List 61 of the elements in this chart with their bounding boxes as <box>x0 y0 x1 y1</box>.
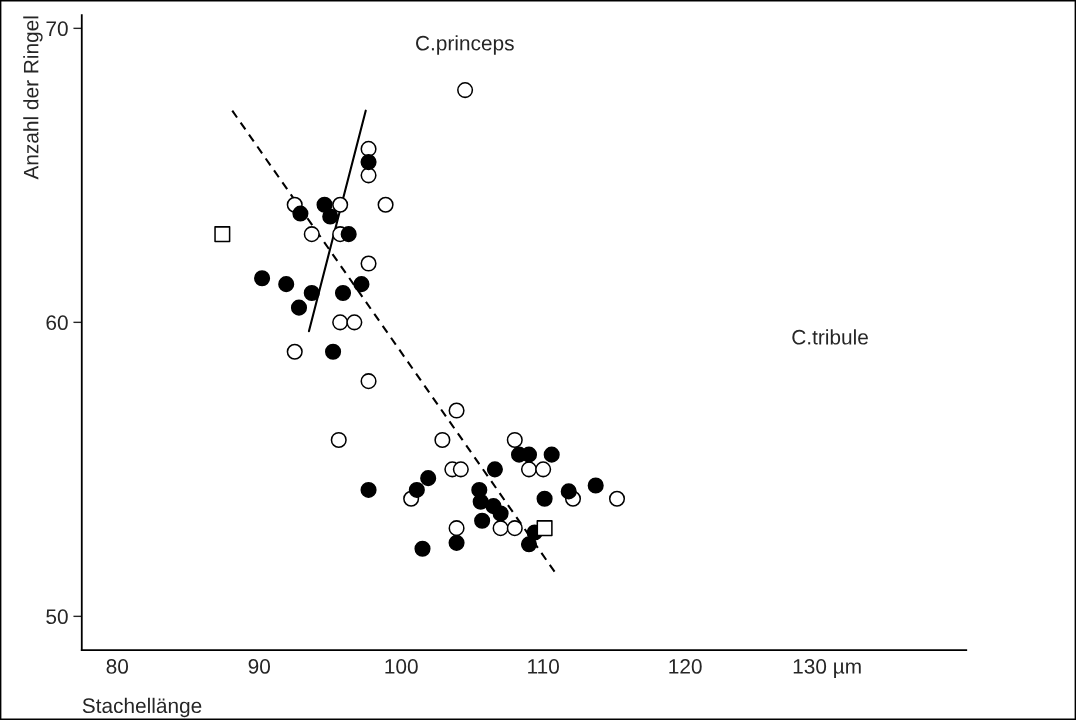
point <box>254 270 271 287</box>
point <box>346 314 363 331</box>
x-tick-label: 90 <box>248 659 271 674</box>
point <box>474 512 491 529</box>
point <box>452 461 469 478</box>
point <box>360 373 377 390</box>
point <box>360 255 377 272</box>
point <box>322 208 339 225</box>
point <box>560 483 577 500</box>
point <box>334 284 352 301</box>
point <box>377 196 394 213</box>
point <box>536 520 553 537</box>
point <box>536 490 553 507</box>
point <box>520 536 538 553</box>
x-axis-title: Stachellänge <box>82 697 202 718</box>
point <box>360 154 377 171</box>
point <box>353 276 370 293</box>
point <box>278 276 295 293</box>
point <box>330 431 347 448</box>
point <box>303 284 320 301</box>
point <box>448 402 465 419</box>
y-tick-label: 60 <box>46 315 68 331</box>
point <box>408 481 425 498</box>
point <box>286 343 303 360</box>
point <box>434 431 451 448</box>
point <box>608 490 626 507</box>
y-tick-label: 50 <box>46 609 68 625</box>
point <box>414 540 431 557</box>
point <box>420 470 437 487</box>
point <box>292 205 309 222</box>
point <box>332 314 349 331</box>
x-tick-label: 80 <box>106 659 129 674</box>
point <box>290 299 308 316</box>
annotation: C.princeps <box>416 35 514 55</box>
point <box>303 226 320 243</box>
point <box>457 82 474 99</box>
y-axis-title: Anzahl der Ringel <box>23 16 43 180</box>
point <box>587 477 604 494</box>
point <box>486 461 503 478</box>
point <box>506 520 523 537</box>
point <box>472 493 489 510</box>
point <box>340 226 357 243</box>
point <box>214 226 231 243</box>
point <box>448 520 465 537</box>
point <box>360 481 377 498</box>
point <box>332 196 349 213</box>
x-tick-label: 100 <box>385 659 418 674</box>
point <box>543 446 560 463</box>
x-tick-label: 120 <box>669 659 702 674</box>
x-tick-label: 110 <box>528 659 559 674</box>
point <box>360 140 377 157</box>
point <box>448 534 465 551</box>
point <box>506 431 523 448</box>
point <box>492 520 509 537</box>
x-tick-label: 130 µm <box>793 659 861 678</box>
point <box>492 505 509 522</box>
point <box>535 461 552 478</box>
point <box>325 343 342 360</box>
point <box>520 461 538 478</box>
annotation: C.tribule <box>792 329 868 345</box>
y-tick-label: 70 <box>46 21 68 37</box>
